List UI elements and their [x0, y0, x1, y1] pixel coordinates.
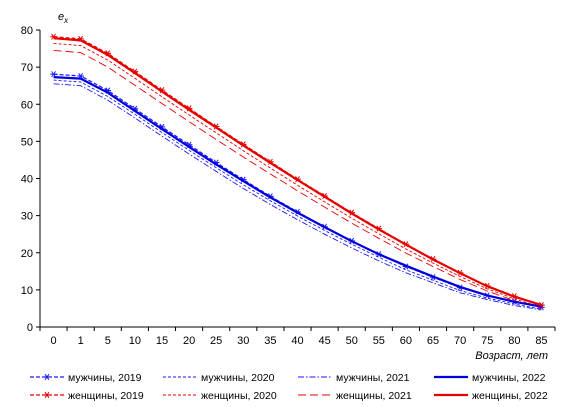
- y-tick-label: 50: [21, 136, 33, 148]
- y-tick-label: 10: [21, 285, 33, 297]
- x-tick-label: 55: [373, 335, 385, 347]
- x-tick-label: 75: [481, 335, 493, 347]
- x-tick-label: 20: [183, 335, 195, 347]
- star-stroke: [44, 391, 50, 399]
- legend-label: мужчины, 2021: [336, 372, 410, 384]
- legend-item: женщины, 2020: [163, 390, 277, 402]
- legend-label: женщины, 2022: [472, 390, 548, 402]
- y-tick-label: 60: [21, 99, 33, 111]
- x-tick-label: 0: [50, 335, 56, 347]
- y-axis-label-sub: x: [63, 16, 69, 25]
- series-line-1: [53, 79, 542, 310]
- x-tick-label: 5: [105, 335, 111, 347]
- y-tick-label: 0: [27, 322, 33, 334]
- legend-item: мужчины, 2020: [163, 372, 275, 384]
- x-axis-label: Возраст, лет: [475, 350, 548, 362]
- series-line-3: [53, 76, 542, 308]
- star-stroke: [44, 373, 50, 381]
- legend-item: мужчины, 2019: [30, 372, 142, 384]
- legend-label: мужчины, 2022: [472, 372, 546, 384]
- x-tick-label: 45: [318, 335, 330, 347]
- x-tick-label: 85: [535, 335, 547, 347]
- y-tick-label: 30: [21, 211, 33, 223]
- legend-label: женщины, 2021: [336, 390, 412, 402]
- x-tick-label: 40: [291, 335, 303, 347]
- x-tick-label: 80: [508, 335, 520, 347]
- x-tick-label: 70: [454, 335, 466, 347]
- x-tick-label: 10: [129, 335, 141, 347]
- series-line-4: [53, 36, 542, 306]
- legend-swatch-star: [43, 373, 51, 381]
- x-tick-label: 15: [156, 335, 168, 347]
- legend-label: мужчины, 2019: [68, 372, 142, 384]
- x-tick-label: 30: [237, 335, 249, 347]
- series-layer: [50, 33, 545, 311]
- legend-swatch-star: [43, 391, 51, 399]
- x-tick-label: 35: [264, 335, 276, 347]
- y-tick-label: 40: [21, 174, 33, 186]
- series-line-2: [53, 83, 542, 311]
- x-tick-label: 1: [78, 335, 84, 347]
- star-stroke: [51, 33, 56, 40]
- legend-item: мужчины, 2022: [434, 372, 546, 384]
- x-tick-label: 65: [427, 335, 439, 347]
- y-tick-label: 80: [21, 25, 33, 37]
- legend: мужчины, 2019 мужчины, 2020 мужчины, 2021 м…: [30, 372, 548, 402]
- series-line-7: [53, 37, 542, 307]
- y-tick-label: 70: [21, 62, 33, 74]
- x-tick-label: 25: [210, 335, 222, 347]
- legend-label: женщины, 2019: [68, 390, 144, 402]
- y-axis-label-main: e: [58, 11, 64, 23]
- series-line-6: [53, 49, 542, 309]
- legend-label: женщины, 2020: [201, 390, 277, 402]
- x-tick-label: 50: [346, 335, 358, 347]
- y-tick-label: 20: [21, 248, 33, 260]
- legend-item: женщины, 2019: [30, 390, 144, 402]
- series-0-point: [50, 71, 57, 78]
- x-tick-label: 60: [400, 335, 412, 347]
- legend-item: мужчины, 2021: [298, 372, 410, 384]
- y-axis-label: ex: [58, 11, 69, 25]
- series-line-5: [53, 42, 542, 308]
- legend-label: мужчины, 2020: [201, 372, 275, 384]
- legend-item: женщины, 2022: [434, 390, 548, 402]
- star-stroke: [51, 71, 56, 78]
- legend-item: женщины, 2021: [298, 390, 412, 402]
